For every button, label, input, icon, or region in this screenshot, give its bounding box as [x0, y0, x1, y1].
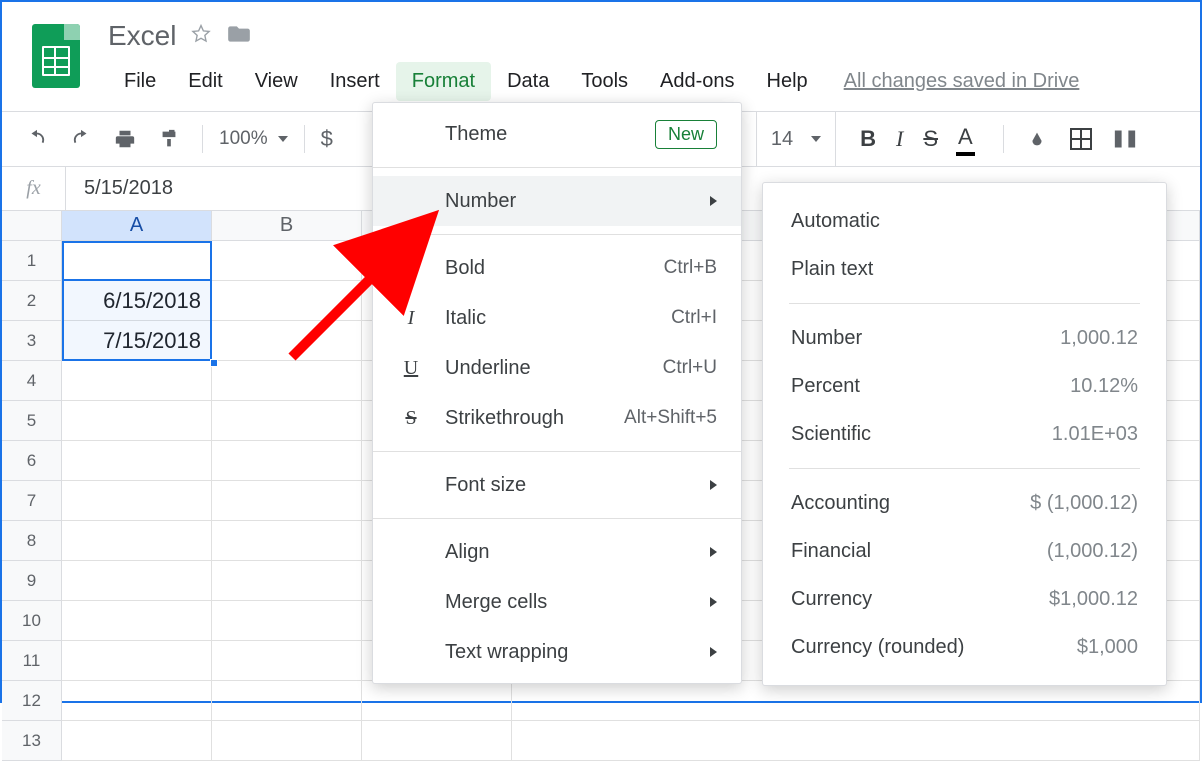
menu-edit[interactable]: Edit	[172, 62, 238, 101]
row-header[interactable]: 12	[2, 681, 62, 721]
menu-bar: File Edit View Insert Format Data Tools …	[108, 62, 1180, 101]
chevron-down-icon	[278, 136, 288, 142]
document-title[interactable]: Excel	[108, 20, 176, 52]
paint-format-icon[interactable]	[152, 122, 186, 156]
menu-underline[interactable]: U Underline Ctrl+U	[373, 343, 741, 393]
menu-view[interactable]: View	[239, 62, 314, 101]
sheets-logo-icon[interactable]	[32, 24, 80, 88]
submenu-arrow-icon	[710, 480, 717, 490]
submenu-arrow-icon	[710, 647, 717, 657]
row-header[interactable]: 10	[2, 601, 62, 641]
menu-italic[interactable]: I Italic Ctrl+I	[373, 293, 741, 343]
menu-tools[interactable]: Tools	[565, 62, 644, 101]
numfmt-currency[interactable]: Currency $1,000.12	[763, 575, 1166, 623]
numfmt-accounting[interactable]: Accounting $ (1,000.12)	[763, 479, 1166, 527]
save-status[interactable]: All changes saved in Drive	[844, 62, 1080, 101]
row-header[interactable]: 11	[2, 641, 62, 681]
print-icon[interactable]	[108, 122, 142, 156]
italic-icon[interactable]: I	[896, 126, 903, 152]
menu-format[interactable]: Format	[396, 62, 491, 101]
submenu-arrow-icon	[710, 547, 717, 557]
cell-b3[interactable]	[212, 321, 362, 361]
zoom-value: 100%	[219, 128, 268, 150]
menu-text-wrapping[interactable]: Text wrapping	[373, 627, 741, 677]
fx-label: fx	[2, 167, 66, 210]
col-header-a[interactable]: A	[62, 211, 212, 241]
numfmt-scientific[interactable]: Scientific 1.01E+03	[763, 410, 1166, 458]
menu-help[interactable]: Help	[751, 62, 824, 101]
cell-b1[interactable]	[212, 241, 362, 281]
move-folder-icon[interactable]	[226, 21, 252, 52]
row-header[interactable]: 8	[2, 521, 62, 561]
cell-b2[interactable]	[212, 281, 362, 321]
row-header[interactable]: 6	[2, 441, 62, 481]
numfmt-automatic[interactable]: Automatic	[763, 197, 1166, 245]
menu-number[interactable]: Number	[373, 176, 741, 226]
submenu-arrow-icon	[710, 196, 717, 206]
menu-addons[interactable]: Add-ons	[644, 62, 751, 101]
menu-insert[interactable]: Insert	[314, 62, 396, 101]
star-icon[interactable]	[190, 23, 212, 50]
fill-color-icon[interactable]	[1020, 122, 1054, 156]
col-header-b[interactable]: B	[212, 211, 362, 241]
row-header[interactable]: 4	[2, 361, 62, 401]
row-header[interactable]: 3	[2, 321, 62, 361]
menu-merge-cells[interactable]: Merge cells	[373, 577, 741, 627]
row-header[interactable]: 5	[2, 401, 62, 441]
menu-theme[interactable]: Theme New	[373, 109, 741, 159]
bold-icon: B	[397, 257, 425, 280]
undo-icon[interactable]	[20, 122, 54, 156]
menu-strikethrough[interactable]: S Strikethrough Alt+Shift+5	[373, 393, 741, 443]
numfmt-number[interactable]: Number 1,000.12	[763, 314, 1166, 362]
borders-icon[interactable]	[1064, 122, 1098, 156]
row-header[interactable]: 7	[2, 481, 62, 521]
chevron-down-icon	[811, 136, 821, 142]
font-size-value: 14	[771, 128, 793, 151]
zoom-selector[interactable]: 100%	[219, 128, 288, 150]
merge-cells-icon[interactable]	[1108, 122, 1142, 156]
row-header[interactable]: 2	[2, 281, 62, 321]
row-header[interactable]: 9	[2, 561, 62, 601]
menu-font-size[interactable]: Font size	[373, 460, 741, 510]
select-all-corner[interactable]	[2, 211, 62, 241]
cell-a1[interactable]: 5/15/2018	[62, 241, 212, 281]
fill-handle[interactable]	[210, 359, 218, 367]
menu-data[interactable]: Data	[491, 62, 565, 101]
bold-icon[interactable]: B	[860, 126, 876, 152]
menu-file[interactable]: File	[108, 62, 172, 101]
numfmt-percent[interactable]: Percent 10.12%	[763, 362, 1166, 410]
row-header[interactable]: 13	[2, 721, 62, 761]
cell-a2[interactable]: 6/15/2018	[62, 281, 212, 321]
submenu-arrow-icon	[710, 597, 717, 607]
number-format-submenu: Automatic Plain text Number 1,000.12 Per…	[762, 182, 1167, 686]
numfmt-plaintext[interactable]: Plain text	[763, 245, 1166, 293]
numfmt-currency-rounded[interactable]: Currency (rounded) $1,000	[763, 623, 1166, 671]
text-color-icon[interactable]: A	[958, 124, 973, 154]
row-header[interactable]: 1	[2, 241, 62, 281]
format-dropdown: Theme New Number B Bold Ctrl+B I Italic …	[372, 102, 742, 684]
menu-align[interactable]: Align	[373, 527, 741, 577]
menu-bold[interactable]: B Bold Ctrl+B	[373, 243, 741, 293]
italic-icon: I	[397, 307, 425, 330]
underline-icon: U	[397, 357, 425, 380]
currency-format-icon[interactable]: $	[321, 126, 333, 152]
strikethrough-icon: S	[397, 407, 425, 430]
strikethrough-icon[interactable]: S	[923, 126, 938, 152]
new-badge: New	[655, 120, 717, 149]
numfmt-financial[interactable]: Financial (1,000.12)	[763, 527, 1166, 575]
font-size-selector[interactable]: 14	[756, 112, 836, 166]
redo-icon[interactable]	[64, 122, 98, 156]
cell-a3[interactable]: 7/15/2018	[62, 321, 212, 361]
